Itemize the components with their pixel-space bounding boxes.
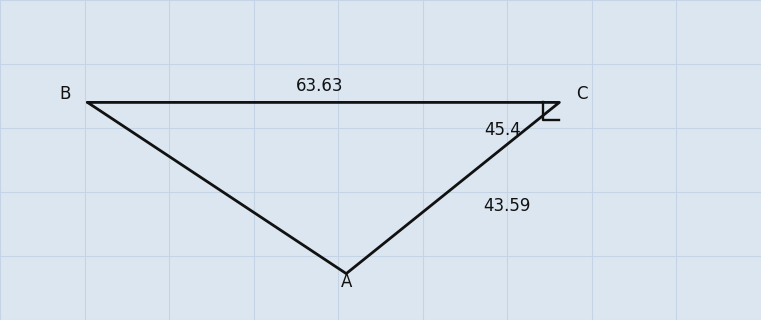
Text: 45.4: 45.4 [485, 121, 521, 139]
Text: C: C [576, 85, 588, 103]
Text: A: A [341, 273, 352, 291]
Text: 43.59: 43.59 [483, 197, 530, 215]
Text: 63.63: 63.63 [296, 77, 343, 95]
Text: B: B [59, 85, 70, 103]
